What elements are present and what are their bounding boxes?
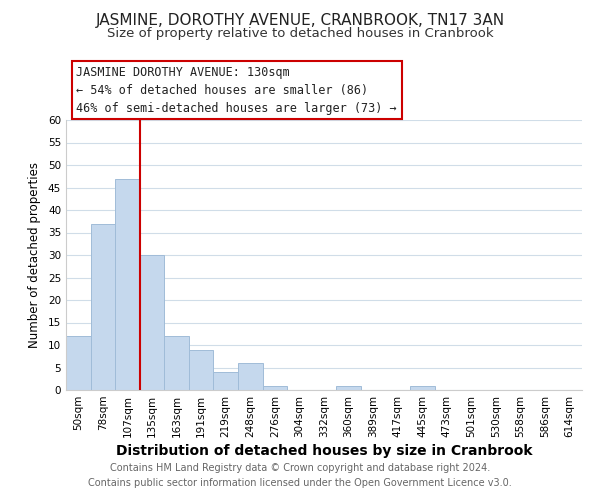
Bar xyxy=(140,255,164,390)
Bar xyxy=(214,372,238,390)
Bar xyxy=(115,178,140,390)
Text: Contains HM Land Registry data © Crown copyright and database right 2024.
Contai: Contains HM Land Registry data © Crown c… xyxy=(88,462,512,487)
Bar xyxy=(91,224,115,390)
Bar xyxy=(238,363,263,390)
X-axis label: Distribution of detached houses by size in Cranbrook: Distribution of detached houses by size … xyxy=(116,444,532,458)
Bar xyxy=(410,386,434,390)
Text: JASMINE, DOROTHY AVENUE, CRANBROOK, TN17 3AN: JASMINE, DOROTHY AVENUE, CRANBROOK, TN17… xyxy=(95,12,505,28)
Y-axis label: Number of detached properties: Number of detached properties xyxy=(28,162,41,348)
Bar xyxy=(336,386,361,390)
Bar xyxy=(189,350,214,390)
Text: Size of property relative to detached houses in Cranbrook: Size of property relative to detached ho… xyxy=(107,28,493,40)
Bar xyxy=(164,336,189,390)
Bar xyxy=(66,336,91,390)
Bar xyxy=(263,386,287,390)
Text: JASMINE DOROTHY AVENUE: 130sqm
← 54% of detached houses are smaller (86)
46% of : JASMINE DOROTHY AVENUE: 130sqm ← 54% of … xyxy=(76,66,397,114)
